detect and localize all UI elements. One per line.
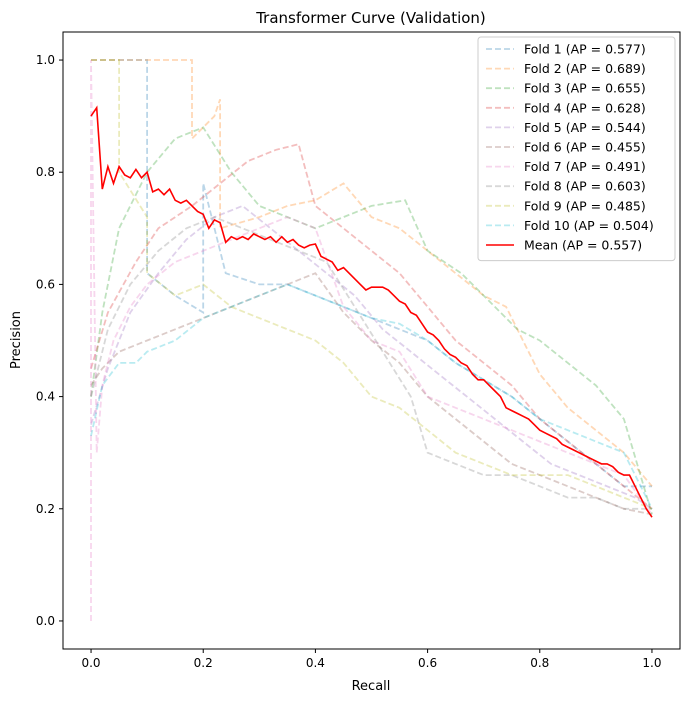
legend-label: Fold 9 (AP = 0.485) xyxy=(524,198,646,213)
legend-label: Fold 8 (AP = 0.603) xyxy=(524,179,646,194)
legend-label: Fold 5 (AP = 0.544) xyxy=(524,120,646,135)
x-tick-label: 0.8 xyxy=(530,656,549,670)
fold-4-curve xyxy=(90,143,653,510)
fold-5-curve xyxy=(90,204,653,510)
legend-label: Fold 4 (AP = 0.628) xyxy=(524,100,646,115)
mean-curve xyxy=(90,105,653,518)
x-tick-label: 1.0 xyxy=(642,656,661,670)
y-tick-label: 0.4 xyxy=(36,390,55,404)
x-ticks: 0.0 0.2 0.4 0.6 0.8 1.0 xyxy=(81,649,662,670)
fold-10-curve xyxy=(90,283,653,510)
y-tick-label: 0.6 xyxy=(36,277,55,291)
legend-label: Mean (AP = 0.557) xyxy=(524,238,642,253)
y-tick-label: 0.8 xyxy=(36,165,55,179)
fold-1-curve xyxy=(91,59,652,488)
fold-3-curve xyxy=(90,126,653,515)
x-tick-label: 0.2 xyxy=(194,656,213,670)
legend: Fold 1 (AP = 0.577) Fold 2 (AP = 0.689) Fo… xyxy=(477,36,676,262)
fold-7-curve xyxy=(90,59,653,621)
chart-title: Transformer Curve (Validation) xyxy=(255,9,486,27)
legend-label: Fold 7 (AP = 0.491) xyxy=(524,159,646,174)
legend-label: Fold 6 (AP = 0.455) xyxy=(524,140,646,155)
fold-9-curve xyxy=(91,59,653,510)
fold-8-curve xyxy=(90,216,652,510)
y-tick-label: 0.0 xyxy=(36,614,55,628)
legend-box xyxy=(477,36,676,262)
x-tick-label: 0.6 xyxy=(418,656,437,670)
fold-6-curve xyxy=(90,272,653,516)
series-layer xyxy=(90,59,653,621)
legend-label: Fold 10 (AP = 0.504) xyxy=(524,218,654,233)
x-tick-label: 0.0 xyxy=(81,656,100,670)
legend-label: Fold 2 (AP = 0.689) xyxy=(524,61,646,76)
x-tick-label: 0.4 xyxy=(306,656,325,670)
fold-2-curve xyxy=(91,59,653,487)
x-axis-label: Recall xyxy=(352,679,391,694)
y-tick-label: 1.0 xyxy=(36,53,55,67)
plot-frame xyxy=(62,31,681,650)
y-axis-label: Precision xyxy=(9,311,24,369)
legend-label: Fold 3 (AP = 0.655) xyxy=(524,81,646,96)
y-tick-label: 0.2 xyxy=(36,502,55,516)
y-ticks: 0.0 0.2 0.4 0.6 0.8 1.0 xyxy=(36,53,63,628)
legend-label: Fold 1 (AP = 0.577) xyxy=(524,42,646,57)
